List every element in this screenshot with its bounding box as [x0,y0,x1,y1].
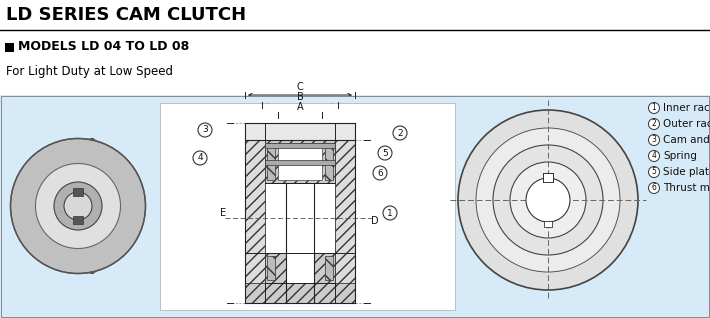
Circle shape [648,167,660,177]
Circle shape [476,128,620,272]
Text: Spring: Spring [663,151,697,161]
Circle shape [493,145,603,255]
Bar [335,123,355,303]
Circle shape [648,135,660,146]
Text: Side plate: Side plate [663,167,710,177]
Bar [0,0,710,95]
Text: For Light Duty at Low Speed: For Light Duty at Low Speed [6,66,173,79]
Text: B: B [297,92,303,102]
Bar [325,256,333,280]
Circle shape [198,123,212,137]
Circle shape [193,151,207,165]
Bar [278,143,322,180]
Bar [245,283,355,303]
Bar [286,253,314,283]
Text: Outer race: Outer race [663,119,710,129]
Bar [265,140,335,183]
Bar [1,96,709,317]
Text: 1: 1 [387,209,393,218]
Text: Inner race: Inner race [663,103,710,113]
Bar [245,123,265,303]
Circle shape [383,206,397,220]
Ellipse shape [78,139,106,273]
Text: 4: 4 [652,151,657,161]
Text: Cam and roller: Cam and roller [663,135,710,145]
Circle shape [510,162,586,238]
Text: 2: 2 [397,128,403,137]
Circle shape [393,126,407,140]
Bar [325,143,333,180]
Circle shape [648,102,660,114]
Bar [267,143,275,180]
Text: LD SERIES CAM CLUTCH: LD SERIES CAM CLUTCH [6,6,246,24]
Bar [265,143,335,148]
Ellipse shape [54,182,102,230]
Text: 1: 1 [652,103,656,113]
Bar [544,221,552,227]
Text: 3: 3 [202,126,208,135]
Circle shape [526,178,570,222]
Circle shape [378,146,392,160]
Circle shape [373,166,387,180]
Bar [0,95,710,318]
Text: Thrust metal: Thrust metal [663,183,710,193]
Text: C: C [297,82,303,92]
Bar [265,253,335,283]
Text: 6: 6 [377,169,383,177]
Text: D: D [371,217,378,226]
Text: 5: 5 [652,168,657,176]
Bar [5,43,14,52]
Bar [160,103,455,310]
Circle shape [458,110,638,290]
Text: A: A [297,102,303,112]
Bar [265,160,335,165]
Ellipse shape [11,139,146,273]
Ellipse shape [64,192,92,220]
Circle shape [648,150,660,162]
Bar [73,188,83,196]
Bar [73,216,83,224]
Text: 3: 3 [652,135,657,144]
Bar [267,256,275,280]
Text: 4: 4 [197,154,203,162]
Circle shape [648,119,660,129]
Circle shape [648,183,660,193]
Bar [245,123,355,140]
Text: E: E [220,208,226,218]
Bar [543,173,553,182]
Text: 5: 5 [382,149,388,157]
Text: 2: 2 [652,120,656,128]
Ellipse shape [36,163,121,248]
Text: MODELS LD 04 TO LD 08: MODELS LD 04 TO LD 08 [18,40,190,53]
Text: 6: 6 [652,183,657,192]
Bar [286,183,314,253]
